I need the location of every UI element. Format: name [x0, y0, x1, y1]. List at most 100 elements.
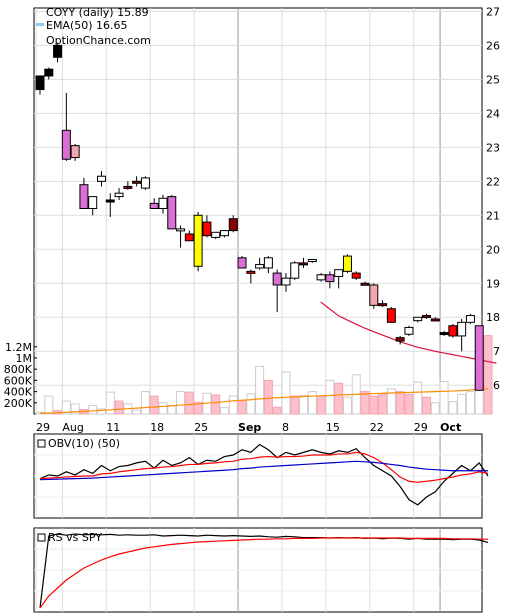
volume-bar — [430, 402, 440, 415]
x-tick-label: Aug — [62, 421, 83, 434]
candle-body — [44, 68, 54, 77]
volume-tick-label: 1.2M — [5, 341, 32, 354]
rs-legend-box — [37, 533, 46, 542]
legend-source: OptionChance.com — [46, 34, 151, 47]
volume-bar — [255, 365, 265, 415]
volume-tick-label: 400K — [4, 386, 33, 399]
candle-body — [334, 269, 344, 277]
volume-bar — [70, 403, 80, 415]
volume-bar — [96, 408, 106, 415]
candle-body — [439, 332, 449, 336]
x-tick-label: 22 — [370, 421, 384, 434]
volume-bar — [158, 402, 168, 415]
x-tick-label: 18 — [150, 421, 164, 434]
obv-series-3 — [39, 460, 488, 481]
obv-title: OBV(10) (50) — [48, 437, 120, 450]
volume-bar — [342, 396, 352, 415]
candle-body — [193, 214, 203, 267]
candle-body — [79, 184, 89, 210]
volume-bar — [334, 382, 344, 415]
candle-body — [149, 202, 159, 209]
volume-bar — [44, 395, 54, 415]
candle-body — [88, 196, 98, 209]
panel-frame-1 — [33, 7, 483, 415]
volume-bar — [237, 400, 247, 415]
candle-body — [369, 284, 379, 306]
volume-bar — [360, 391, 370, 415]
legend-ema-swatch — [36, 23, 44, 26]
volume-bar — [272, 406, 282, 415]
volume-bar — [193, 401, 203, 415]
obv-series-1 — [39, 443, 489, 506]
volume-bar — [114, 400, 124, 415]
volume-bar — [290, 395, 300, 415]
candle-body — [255, 264, 265, 269]
volume-bar — [422, 396, 432, 415]
candle-body — [299, 262, 309, 266]
candle-body — [184, 233, 194, 242]
candle-body — [316, 274, 326, 281]
x-tick-label: 11 — [106, 421, 120, 434]
candle-body — [281, 277, 291, 286]
volume-bar — [61, 400, 71, 415]
candle-body — [263, 257, 273, 269]
volume-bar — [404, 393, 414, 415]
candle-body — [96, 175, 106, 182]
candle-body — [430, 318, 440, 322]
candle-body — [342, 255, 352, 272]
volume-bar — [465, 391, 475, 415]
candle-body — [246, 270, 256, 274]
candle-body — [474, 325, 484, 391]
price-tick-label: 24 — [486, 107, 500, 120]
volume-bar — [483, 335, 493, 415]
volume-bar — [386, 388, 396, 415]
volume-tick-label: 1M — [16, 352, 33, 365]
volume-bar — [395, 391, 405, 415]
candle-body — [167, 196, 177, 230]
x-tick-label: 29 — [36, 421, 50, 434]
candle-body — [378, 303, 388, 307]
candle-body — [228, 218, 238, 232]
candle-body — [448, 325, 458, 337]
candle-body — [351, 272, 361, 279]
x-tick-label: 29 — [414, 421, 428, 434]
x-tick-label: Oct — [440, 421, 461, 434]
volume-bar — [307, 391, 317, 415]
volume-bar — [281, 371, 291, 415]
volume-bar — [167, 405, 177, 415]
x-tick-label: 8 — [282, 421, 289, 434]
candle-body — [360, 282, 370, 286]
candle-body — [386, 308, 396, 323]
rs-series-2 — [39, 537, 488, 609]
candle-body — [70, 145, 80, 159]
volume-bar — [228, 395, 238, 415]
volume-average-line — [39, 388, 489, 414]
volume-bar — [439, 381, 449, 415]
volume-bar — [413, 381, 423, 415]
price-tick-label: 19 — [486, 277, 500, 290]
volume-bar — [184, 391, 194, 415]
volume-bar — [299, 395, 309, 415]
candle-body — [237, 257, 247, 269]
volume-bar — [263, 379, 273, 415]
volume-bar — [140, 391, 150, 415]
volume-bar — [219, 406, 229, 415]
candle-body — [211, 231, 221, 238]
candle-body — [202, 221, 212, 237]
candle-body — [272, 272, 282, 286]
price-tick-label: 18 — [486, 311, 500, 324]
rs-title: RS vs SPY — [48, 531, 102, 544]
candle-body — [465, 315, 475, 323]
price-tick-label: 21 — [486, 209, 500, 222]
candle-body — [307, 258, 317, 262]
price-tick-label: 23 — [486, 141, 500, 154]
legend-ema: EMA(50) 16.65 — [46, 19, 128, 32]
candle-body — [395, 337, 405, 342]
obv-series-2 — [39, 451, 489, 483]
volume-bar — [211, 394, 221, 415]
volume-bar — [246, 393, 256, 415]
candle-body — [404, 326, 414, 335]
candle-body — [219, 230, 229, 237]
volume-bar — [132, 409, 142, 415]
